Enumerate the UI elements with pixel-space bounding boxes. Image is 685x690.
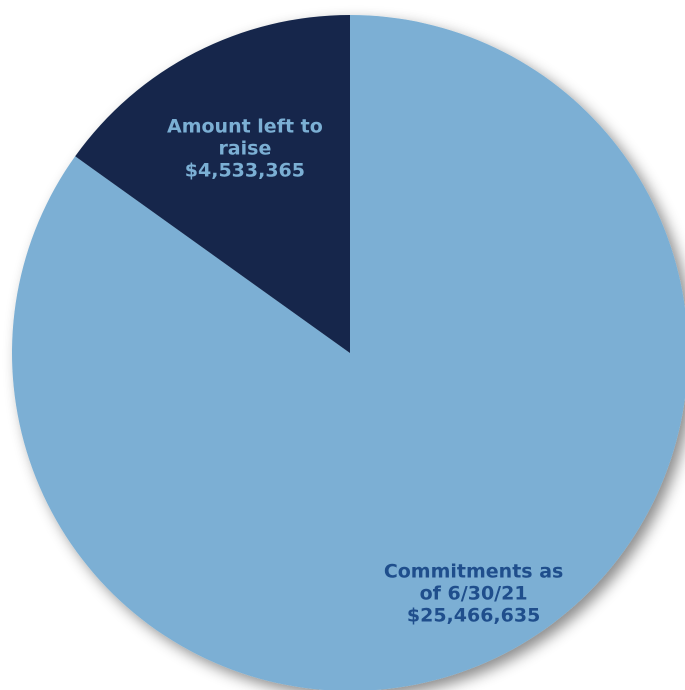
pie-slices	[12, 15, 685, 690]
pie-slice-label-1: Amount left to raise $4,533,365	[167, 116, 323, 182]
pie-slice-label-line: raise	[218, 138, 271, 160]
pie-slice-0	[12, 15, 685, 690]
pie-slice-label-line: of 6/30/21	[420, 583, 528, 605]
pie-slice-label-0: Commitments as of 6/30/21 $25,466,635	[384, 561, 564, 627]
pie-slice-1	[75, 15, 351, 353]
pie-slice-label-line: Commitments as	[384, 561, 564, 583]
pie-slice-label-line: $4,533,365	[185, 160, 305, 182]
pie-labels: Commitments as of 6/30/21 $25,466,635 Amoun…	[167, 116, 563, 627]
pie-slice-label-line: $25,466,635	[407, 605, 540, 627]
pie-slice-label-line: Amount left to	[167, 116, 323, 138]
